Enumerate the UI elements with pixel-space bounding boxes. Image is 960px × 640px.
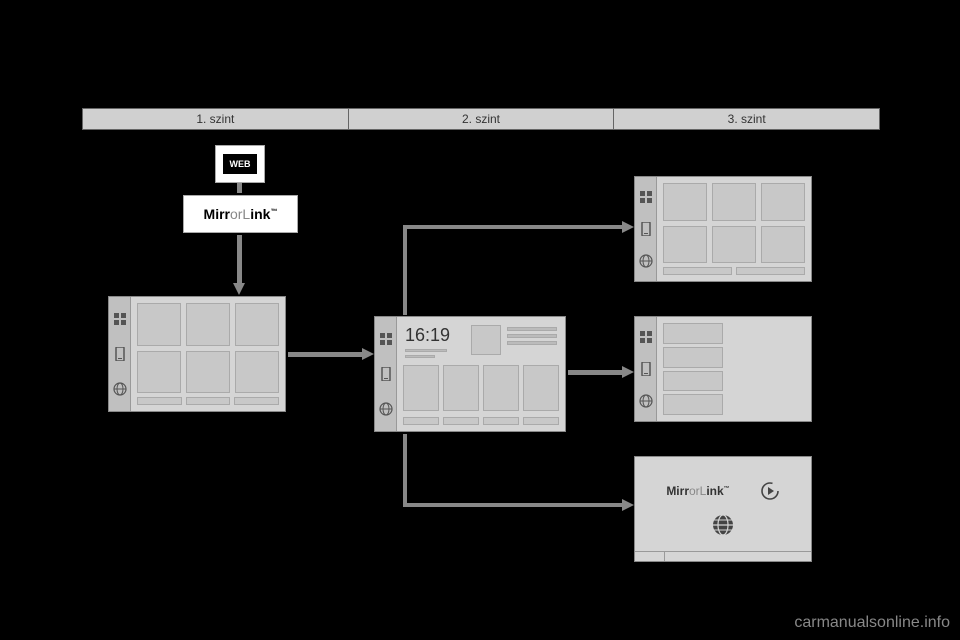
grid-cell [235, 303, 279, 346]
ml-bottom [635, 551, 811, 561]
phone-icon [113, 347, 127, 361]
info-thumb [471, 325, 501, 355]
branch-top-head [622, 221, 634, 233]
list-item [663, 347, 723, 368]
globe-icon [639, 254, 653, 268]
app-grid [663, 183, 805, 263]
globe-icon [639, 394, 653, 408]
status-row: 16:19 [403, 323, 559, 359]
grid-cell [235, 351, 279, 394]
phone-icon [639, 222, 653, 236]
screen-content: 16:19 [397, 317, 565, 431]
clock-label: 16:19 [405, 325, 465, 346]
branch-bot-h [403, 503, 622, 507]
arrow-ml-down [237, 235, 242, 283]
arrow-l-m-head [362, 348, 374, 360]
arrow-ml-down-head [233, 283, 245, 295]
grid-cell [712, 183, 756, 221]
grid-cell [186, 303, 230, 346]
play-icon [760, 481, 780, 501]
mid-cell [443, 365, 479, 411]
screen-sidebar [635, 177, 657, 281]
bottom-bar [137, 397, 279, 405]
globe-icon [113, 382, 127, 396]
globe-icon-large [711, 513, 735, 537]
header-col-3: 3. szint [614, 109, 879, 129]
grid-cell [137, 351, 181, 394]
grid-cell [761, 183, 805, 221]
branch-top-h [403, 225, 622, 229]
list-rows [663, 323, 723, 415]
level-header: 1. szint 2. szint 3. szint [82, 108, 880, 130]
ml-content: MirrorLink™ [635, 457, 811, 561]
list-detail [727, 323, 805, 415]
mid-cell [403, 365, 439, 411]
grid-icon [639, 330, 653, 344]
phone-icon [639, 362, 653, 376]
screen-level3-web: MirrorLink™ [634, 456, 812, 562]
grid-icon [113, 312, 127, 326]
grid-cell [663, 226, 707, 264]
branch-bot-head [622, 499, 634, 511]
screen-sidebar [109, 297, 131, 411]
grid-cell [137, 303, 181, 346]
mid-cell [483, 365, 519, 411]
globe-icon [379, 402, 393, 416]
branch-mid-head [622, 366, 634, 378]
grid-cell [186, 351, 230, 394]
bottom-bar [403, 417, 559, 425]
header-col-1: 1. szint [83, 109, 349, 129]
screen-content [131, 297, 285, 411]
bottom-bar [663, 267, 805, 275]
grid-cell [761, 226, 805, 264]
screen-level2: 16:19 [374, 316, 566, 432]
branch-bot-v [403, 434, 407, 506]
mid-cell [523, 365, 559, 411]
mirrorlink-badge: MirrorLink™ [183, 195, 298, 233]
grid-cell [712, 226, 756, 264]
web-badge-label: WEB [223, 154, 257, 174]
screen-content [657, 177, 811, 281]
branch-top-v [403, 225, 407, 315]
grid-cell [663, 183, 707, 221]
screen-content [657, 317, 811, 421]
web-badge: WEB [215, 145, 265, 183]
phone-icon [379, 367, 393, 381]
mirrorlink-label: MirrorLink™ [204, 206, 278, 222]
list-item [663, 323, 723, 344]
list-item [663, 394, 723, 415]
info-lines [507, 325, 557, 345]
mirrorlink-small-label: MirrorLink™ [666, 484, 729, 498]
screen-sidebar [375, 317, 397, 431]
list-layout [663, 323, 805, 415]
watermark: carmanualsonline.info [794, 614, 950, 632]
app-row [403, 365, 559, 411]
grid-icon [379, 332, 393, 346]
screen-sidebar [635, 317, 657, 421]
arrow-l-m [288, 352, 362, 357]
screen-level3-list [634, 316, 812, 422]
header-col-2: 2. szint [349, 109, 615, 129]
list-item [663, 371, 723, 392]
screen-level3-grid [634, 176, 812, 282]
screen-level1 [108, 296, 286, 412]
branch-mid-h [568, 370, 622, 375]
app-grid [137, 303, 279, 393]
grid-icon [639, 190, 653, 204]
arrow-web-down [237, 183, 242, 193]
